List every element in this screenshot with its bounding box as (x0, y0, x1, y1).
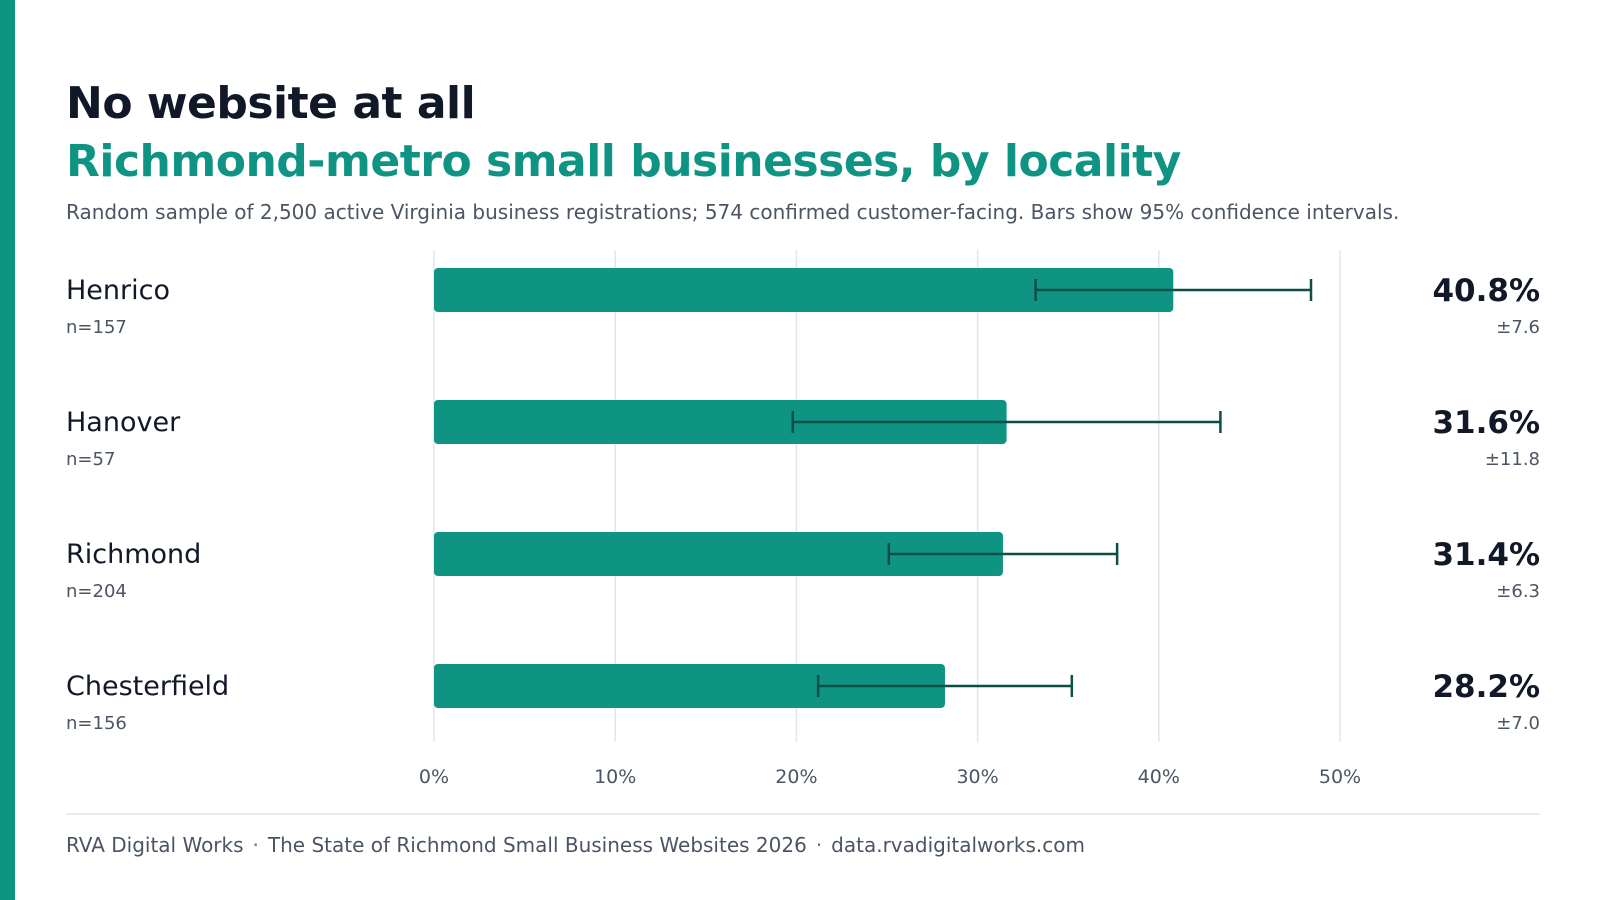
sample-size-label: n=157 (66, 317, 127, 338)
error-margin-label: ±7.6 (1496, 317, 1540, 338)
sample-size-label: n=204 (66, 581, 127, 602)
error-margin-label: ±6.3 (1496, 581, 1540, 602)
x-tick-label: 20% (775, 766, 817, 788)
footer-divider (66, 813, 1540, 815)
chart-title: No website at all (66, 78, 476, 129)
x-tick-label: 50% (1319, 766, 1361, 788)
footer-separator: · (815, 833, 823, 857)
value-label: 28.2% (1432, 669, 1540, 705)
labels: 0% 10% 20% 30% 40% 50% Henrico n=157 40.8% ±7.6 Ha… (66, 273, 1540, 788)
category-label: Henrico (66, 275, 170, 306)
sample-size-label: n=57 (66, 449, 115, 470)
bar (434, 268, 1174, 312)
footer-brand: RVA Digital Works (66, 833, 244, 857)
category-label: Hanover (66, 407, 181, 438)
chart-note: Random sample of 2,500 active Virginia b… (66, 200, 1400, 224)
value-label: 40.8% (1432, 273, 1540, 309)
footer-report: The State of Richmond Small Business Web… (267, 833, 807, 857)
category-label: Richmond (66, 539, 201, 570)
x-tick-label: 30% (956, 766, 998, 788)
chart-subtitle: Richmond-metro small businesses, by loca… (66, 136, 1181, 187)
footer-separator: · (252, 833, 259, 857)
sample-size-label: n=156 (66, 713, 127, 734)
x-tick-label: 0% (419, 766, 449, 788)
bar (434, 400, 1007, 444)
x-tick-label: 40% (1138, 766, 1180, 788)
error-margin-label: ±7.0 (1496, 713, 1540, 734)
footer: RVA Digital Works · The State of Richmond … (66, 833, 1085, 857)
category-label: Chesterfield (66, 671, 229, 702)
gridlines (433, 250, 1341, 742)
bar (434, 532, 1003, 576)
bars (434, 268, 1313, 708)
error-margin-label: ±11.8 (1485, 449, 1540, 470)
value-label: 31.6% (1432, 405, 1540, 441)
bar-chart: 0% 10% 20% 30% 40% 50% Henrico n=157 40.8% ±7.6 Ha… (66, 250, 1540, 788)
x-tick-label: 10% (594, 766, 636, 788)
accent-stripe (0, 0, 15, 900)
footer-url: data.rvadigitalworks.com (831, 833, 1085, 857)
value-label: 31.4% (1432, 537, 1540, 573)
